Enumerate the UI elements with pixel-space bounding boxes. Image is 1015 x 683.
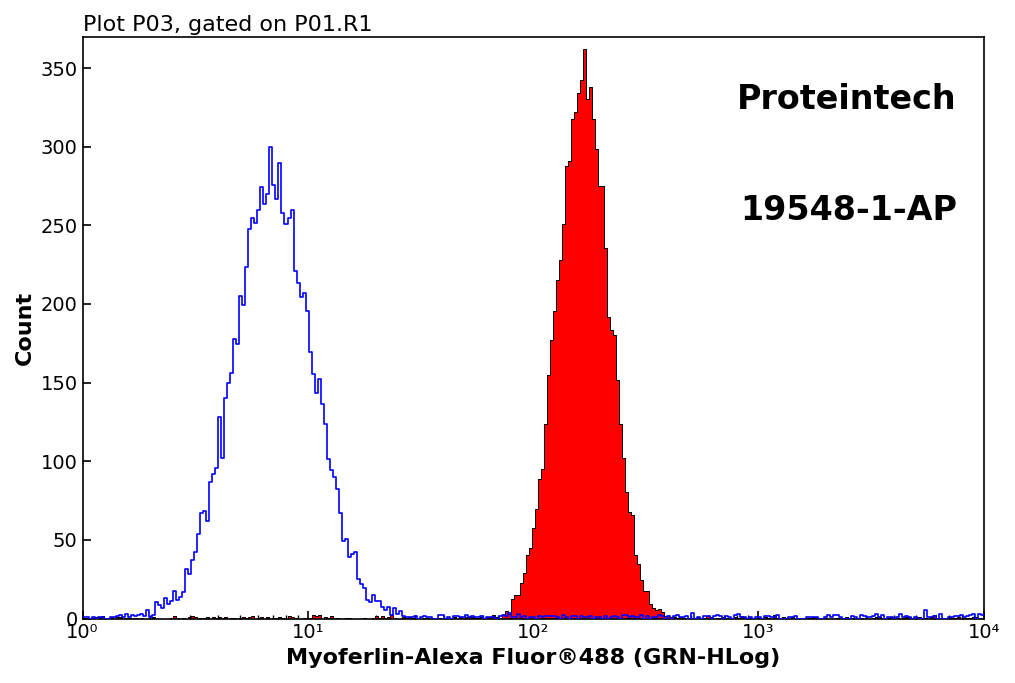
Text: Plot P03, gated on P01.R1: Plot P03, gated on P01.R1 — [82, 15, 373, 35]
X-axis label: Myoferlin-Alexa Fluor®488 (GRN-HLog): Myoferlin-Alexa Fluor®488 (GRN-HLog) — [286, 648, 781, 668]
Text: Proteintech: Proteintech — [737, 83, 957, 116]
Text: 19548-1-AP: 19548-1-AP — [740, 194, 957, 227]
Y-axis label: Count: Count — [15, 290, 35, 365]
